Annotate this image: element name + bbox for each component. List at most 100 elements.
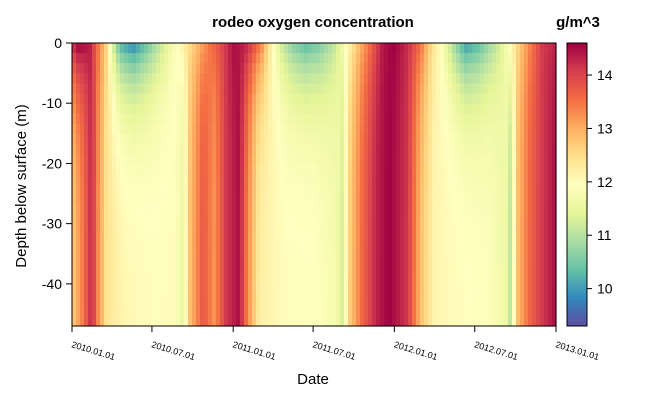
heatmap-cell xyxy=(496,204,501,216)
heatmap-cell xyxy=(528,144,533,155)
heatmap-cell xyxy=(288,113,293,125)
heatmap-cell xyxy=(360,305,365,317)
heatmap-cell xyxy=(104,103,109,115)
heatmap-cell xyxy=(524,315,529,327)
heatmap-cell xyxy=(100,63,105,74)
heatmap-cell xyxy=(152,285,157,297)
heatmap-cell xyxy=(448,184,453,196)
heatmap-cell xyxy=(244,235,249,246)
heatmap-cell xyxy=(328,144,333,155)
heatmap-cell xyxy=(236,43,241,54)
heatmap-cell xyxy=(448,265,453,277)
heatmap-cell xyxy=(188,123,193,135)
heatmap-cell xyxy=(184,204,189,216)
heatmap-cell xyxy=(316,73,321,85)
heatmap-cell xyxy=(396,245,401,256)
heatmap-cell xyxy=(200,73,205,85)
heatmap-cell xyxy=(304,235,309,246)
heatmap-cell xyxy=(72,103,77,115)
heatmap-cell xyxy=(232,83,237,95)
heatmap-cell xyxy=(124,164,129,175)
heatmap-cell xyxy=(204,53,209,64)
heatmap-cell xyxy=(216,144,221,155)
heatmap-cell xyxy=(436,144,441,155)
heatmap-cell xyxy=(496,83,501,95)
heatmap-cell xyxy=(388,235,393,246)
heatmap-cell xyxy=(324,113,329,125)
heatmap-cell xyxy=(124,224,129,236)
heatmap-cell xyxy=(152,43,157,54)
heatmap-cell xyxy=(384,245,389,256)
heatmap-cell xyxy=(228,53,233,64)
heatmap-cell xyxy=(512,164,517,175)
heatmap-cell xyxy=(328,83,333,95)
heatmap-cell xyxy=(108,295,113,307)
heatmap-cell xyxy=(92,285,97,297)
heatmap-cell xyxy=(364,73,369,85)
heatmap-cell xyxy=(424,53,429,64)
heatmap-cell xyxy=(428,214,433,226)
heatmap-cell xyxy=(504,265,509,277)
heatmap-cell xyxy=(412,214,417,226)
heatmap-cell xyxy=(548,43,553,54)
heatmap-cell xyxy=(248,123,253,135)
heatmap-cell xyxy=(124,113,129,125)
heatmap-cell xyxy=(112,144,117,155)
heatmap-cell xyxy=(72,285,77,297)
heatmap-cell xyxy=(84,265,89,277)
heatmap-cell xyxy=(420,123,425,135)
heatmap-cell xyxy=(452,295,457,307)
heatmap-cell xyxy=(348,305,353,317)
heatmap-cell xyxy=(412,53,417,64)
heatmap-cell xyxy=(512,214,517,226)
heatmap-cell xyxy=(364,235,369,246)
heatmap-cell xyxy=(440,235,445,246)
heatmap-cell xyxy=(400,255,405,266)
heatmap-cell xyxy=(404,305,409,317)
heatmap-cell xyxy=(540,174,545,186)
heatmap-cell xyxy=(464,204,469,216)
heatmap-cell xyxy=(288,144,293,155)
heatmap-cell xyxy=(456,164,461,175)
heatmap-cell xyxy=(404,224,409,236)
heatmap-cell xyxy=(552,83,557,95)
heatmap-cell xyxy=(364,285,369,297)
heatmap-cell xyxy=(120,305,125,317)
heatmap-cell xyxy=(364,245,369,256)
heatmap-cell xyxy=(456,154,461,165)
heatmap-cell xyxy=(368,305,373,317)
heatmap-cell xyxy=(428,204,433,216)
heatmap-cell xyxy=(80,154,85,165)
heatmap-cell xyxy=(104,63,109,74)
heatmap-cell xyxy=(256,113,261,125)
heatmap-cell xyxy=(360,255,365,266)
heatmap-cell xyxy=(476,255,481,266)
heatmap-cell xyxy=(352,305,357,317)
heatmap-cell xyxy=(200,204,205,216)
heatmap-cell xyxy=(412,235,417,246)
heatmap-cell xyxy=(332,164,337,175)
heatmap-cell xyxy=(296,184,301,196)
heatmap-cell xyxy=(152,73,157,85)
heatmap-cell xyxy=(472,174,477,186)
heatmap-cell xyxy=(332,73,337,85)
heatmap-cell xyxy=(184,93,189,105)
heatmap-cell xyxy=(360,164,365,175)
heatmap-cell xyxy=(480,73,485,85)
heatmap-cell xyxy=(216,73,221,85)
heatmap-cell xyxy=(120,73,125,85)
heatmap-cell xyxy=(540,63,545,74)
heatmap-cell xyxy=(204,154,209,165)
heatmap-cell xyxy=(356,224,361,236)
heatmap-cell xyxy=(288,305,293,317)
heatmap-cell xyxy=(80,144,85,155)
heatmap-cell xyxy=(252,43,257,54)
heatmap-cell xyxy=(336,43,341,54)
heatmap-cell xyxy=(164,174,169,186)
heatmap-cell xyxy=(72,174,77,186)
heatmap-cell xyxy=(352,43,357,54)
heatmap-cell xyxy=(464,214,469,226)
heatmap-cell xyxy=(348,164,353,175)
heatmap-cell xyxy=(172,204,177,216)
heatmap-cell xyxy=(468,174,473,186)
